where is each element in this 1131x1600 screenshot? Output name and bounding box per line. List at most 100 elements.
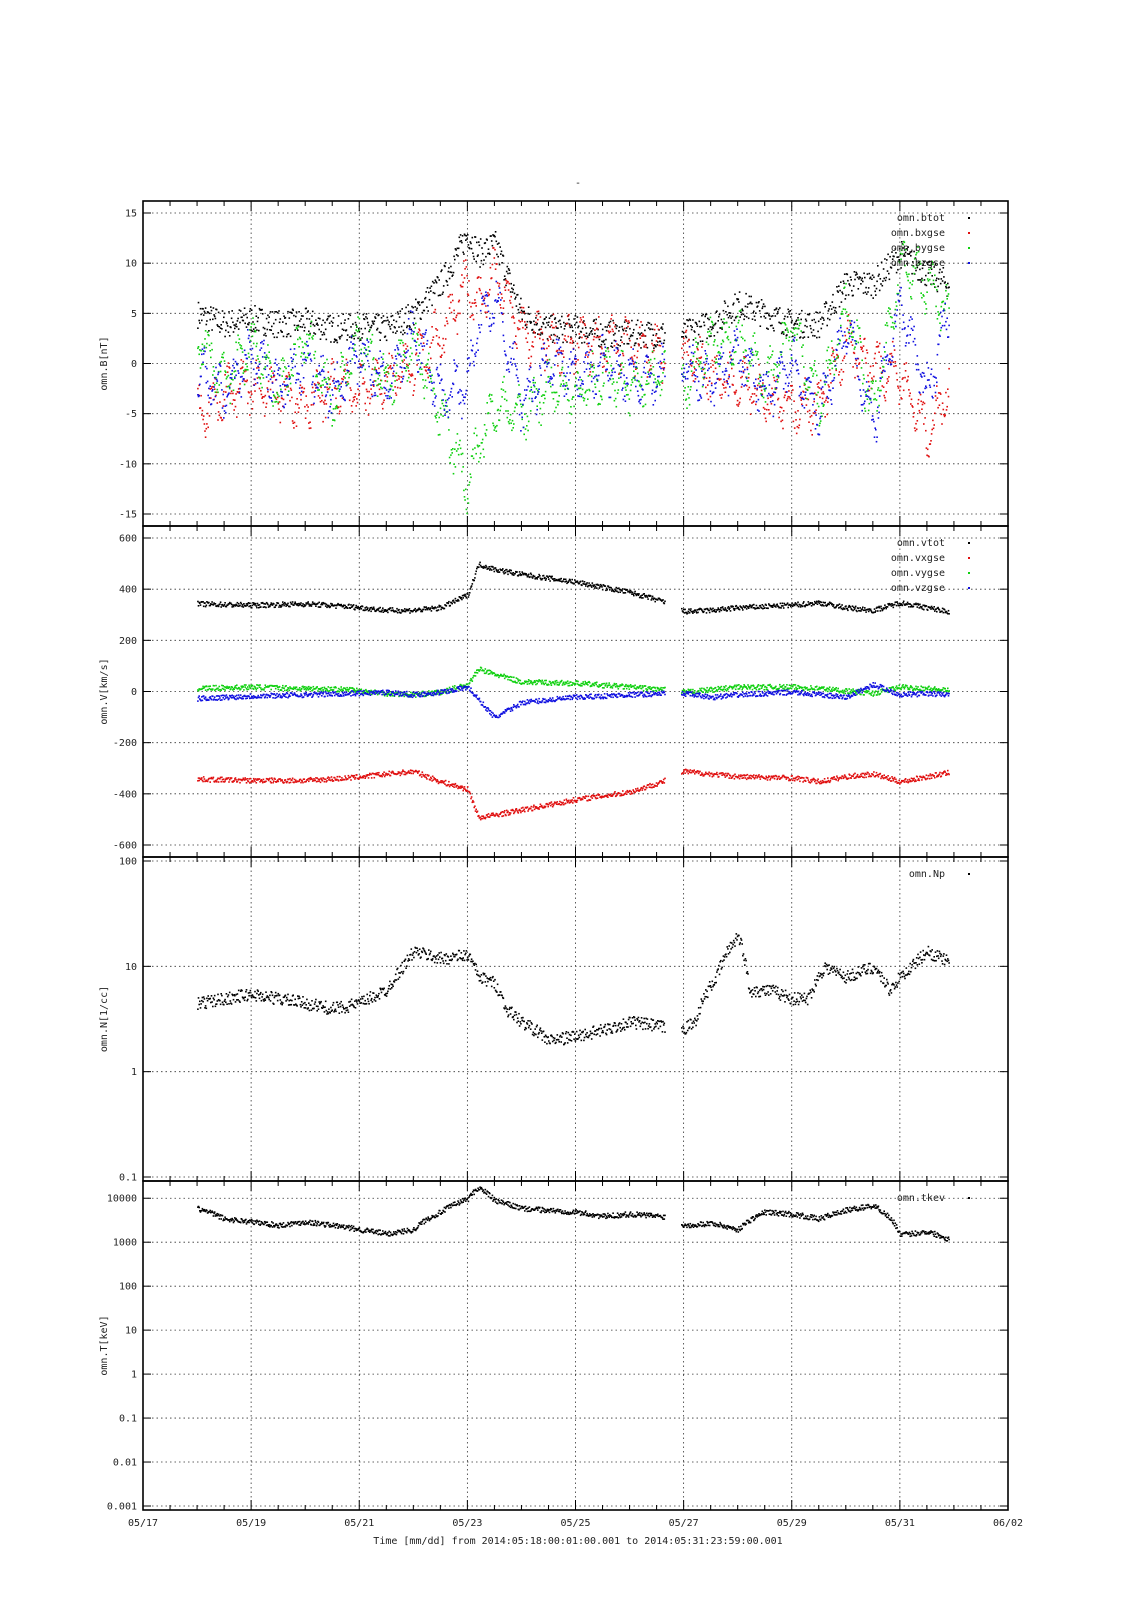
data-point	[626, 385, 629, 387]
data-point	[403, 350, 405, 352]
data-point	[745, 292, 747, 295]
data-point	[808, 380, 811, 383]
data-point	[228, 367, 231, 369]
data-point	[774, 315, 777, 317]
data-point	[447, 416, 450, 418]
data-point	[232, 605, 235, 608]
data-point	[297, 338, 299, 341]
data-point	[200, 313, 202, 316]
data-point	[244, 368, 246, 371]
data-point	[739, 330, 741, 333]
data-point	[552, 373, 555, 375]
data-point	[759, 374, 762, 377]
data-point	[324, 386, 326, 388]
data-point	[643, 366, 645, 369]
data-point	[613, 339, 616, 342]
data-point	[317, 383, 320, 386]
data-point	[917, 246, 919, 248]
data-point	[267, 314, 269, 317]
data-point	[284, 366, 286, 368]
data-point	[433, 292, 436, 295]
data-point	[635, 362, 638, 364]
data-point	[848, 329, 850, 331]
data-point	[454, 448, 456, 450]
data-point	[529, 381, 531, 383]
data-point	[215, 391, 218, 394]
data-point	[830, 340, 833, 342]
data-point	[452, 299, 454, 302]
data-point	[816, 402, 819, 405]
data-point	[833, 356, 836, 358]
data-point	[409, 347, 412, 349]
data-point	[720, 327, 722, 329]
data-point	[647, 321, 649, 324]
data-point	[420, 368, 423, 370]
data-point	[417, 331, 420, 334]
data-point	[391, 357, 394, 359]
data-point	[474, 353, 476, 355]
data-point	[370, 340, 373, 343]
data-point	[587, 354, 590, 356]
data-point	[442, 399, 444, 401]
data-point	[874, 352, 876, 355]
data-point	[773, 376, 775, 379]
data-point	[891, 340, 894, 343]
data-point	[299, 603, 302, 606]
data-point	[596, 335, 599, 337]
data-point	[202, 350, 205, 352]
data-point	[789, 310, 791, 312]
data-point	[902, 255, 905, 257]
data-point	[759, 385, 762, 387]
data-point	[553, 326, 555, 329]
data-point	[851, 336, 853, 338]
data-point	[727, 383, 729, 385]
data-point	[818, 387, 821, 389]
data-point	[640, 321, 642, 323]
data-point	[213, 376, 216, 379]
data-point	[947, 293, 950, 295]
data-point	[512, 288, 514, 291]
data-point	[340, 603, 342, 606]
data-point	[943, 413, 945, 416]
data-point	[384, 367, 387, 369]
data-point	[616, 392, 619, 394]
data-point	[206, 412, 209, 415]
data-point	[742, 371, 745, 374]
data-point	[233, 370, 235, 373]
data-point	[851, 338, 854, 341]
data-point	[631, 358, 634, 360]
data-point	[450, 265, 452, 268]
data-point	[773, 391, 775, 393]
data-point	[630, 346, 632, 348]
data-point	[247, 602, 250, 604]
data-point	[281, 391, 283, 393]
data-point	[571, 326, 573, 329]
data-point	[921, 408, 923, 410]
data-point	[690, 370, 693, 372]
data-point	[810, 367, 812, 369]
data-point	[585, 352, 587, 354]
data-point	[618, 373, 620, 375]
data-point	[701, 385, 704, 388]
data-point	[399, 310, 402, 312]
data-point	[843, 273, 846, 275]
data-point	[892, 361, 895, 363]
data-point	[497, 408, 499, 411]
data-point	[625, 320, 628, 323]
data-point	[818, 424, 821, 427]
data-point	[631, 334, 634, 337]
data-point	[563, 383, 565, 385]
data-point	[265, 402, 268, 405]
data-point	[860, 341, 862, 343]
data-point	[628, 363, 631, 366]
data-point	[211, 390, 213, 392]
data-point	[464, 499, 466, 501]
data-point	[277, 369, 280, 371]
data-point	[234, 377, 236, 380]
data-point	[610, 318, 612, 320]
data-point	[421, 373, 424, 376]
data-point	[840, 324, 842, 327]
data-point	[832, 387, 834, 389]
data-point	[716, 355, 718, 357]
data-point	[810, 331, 813, 334]
